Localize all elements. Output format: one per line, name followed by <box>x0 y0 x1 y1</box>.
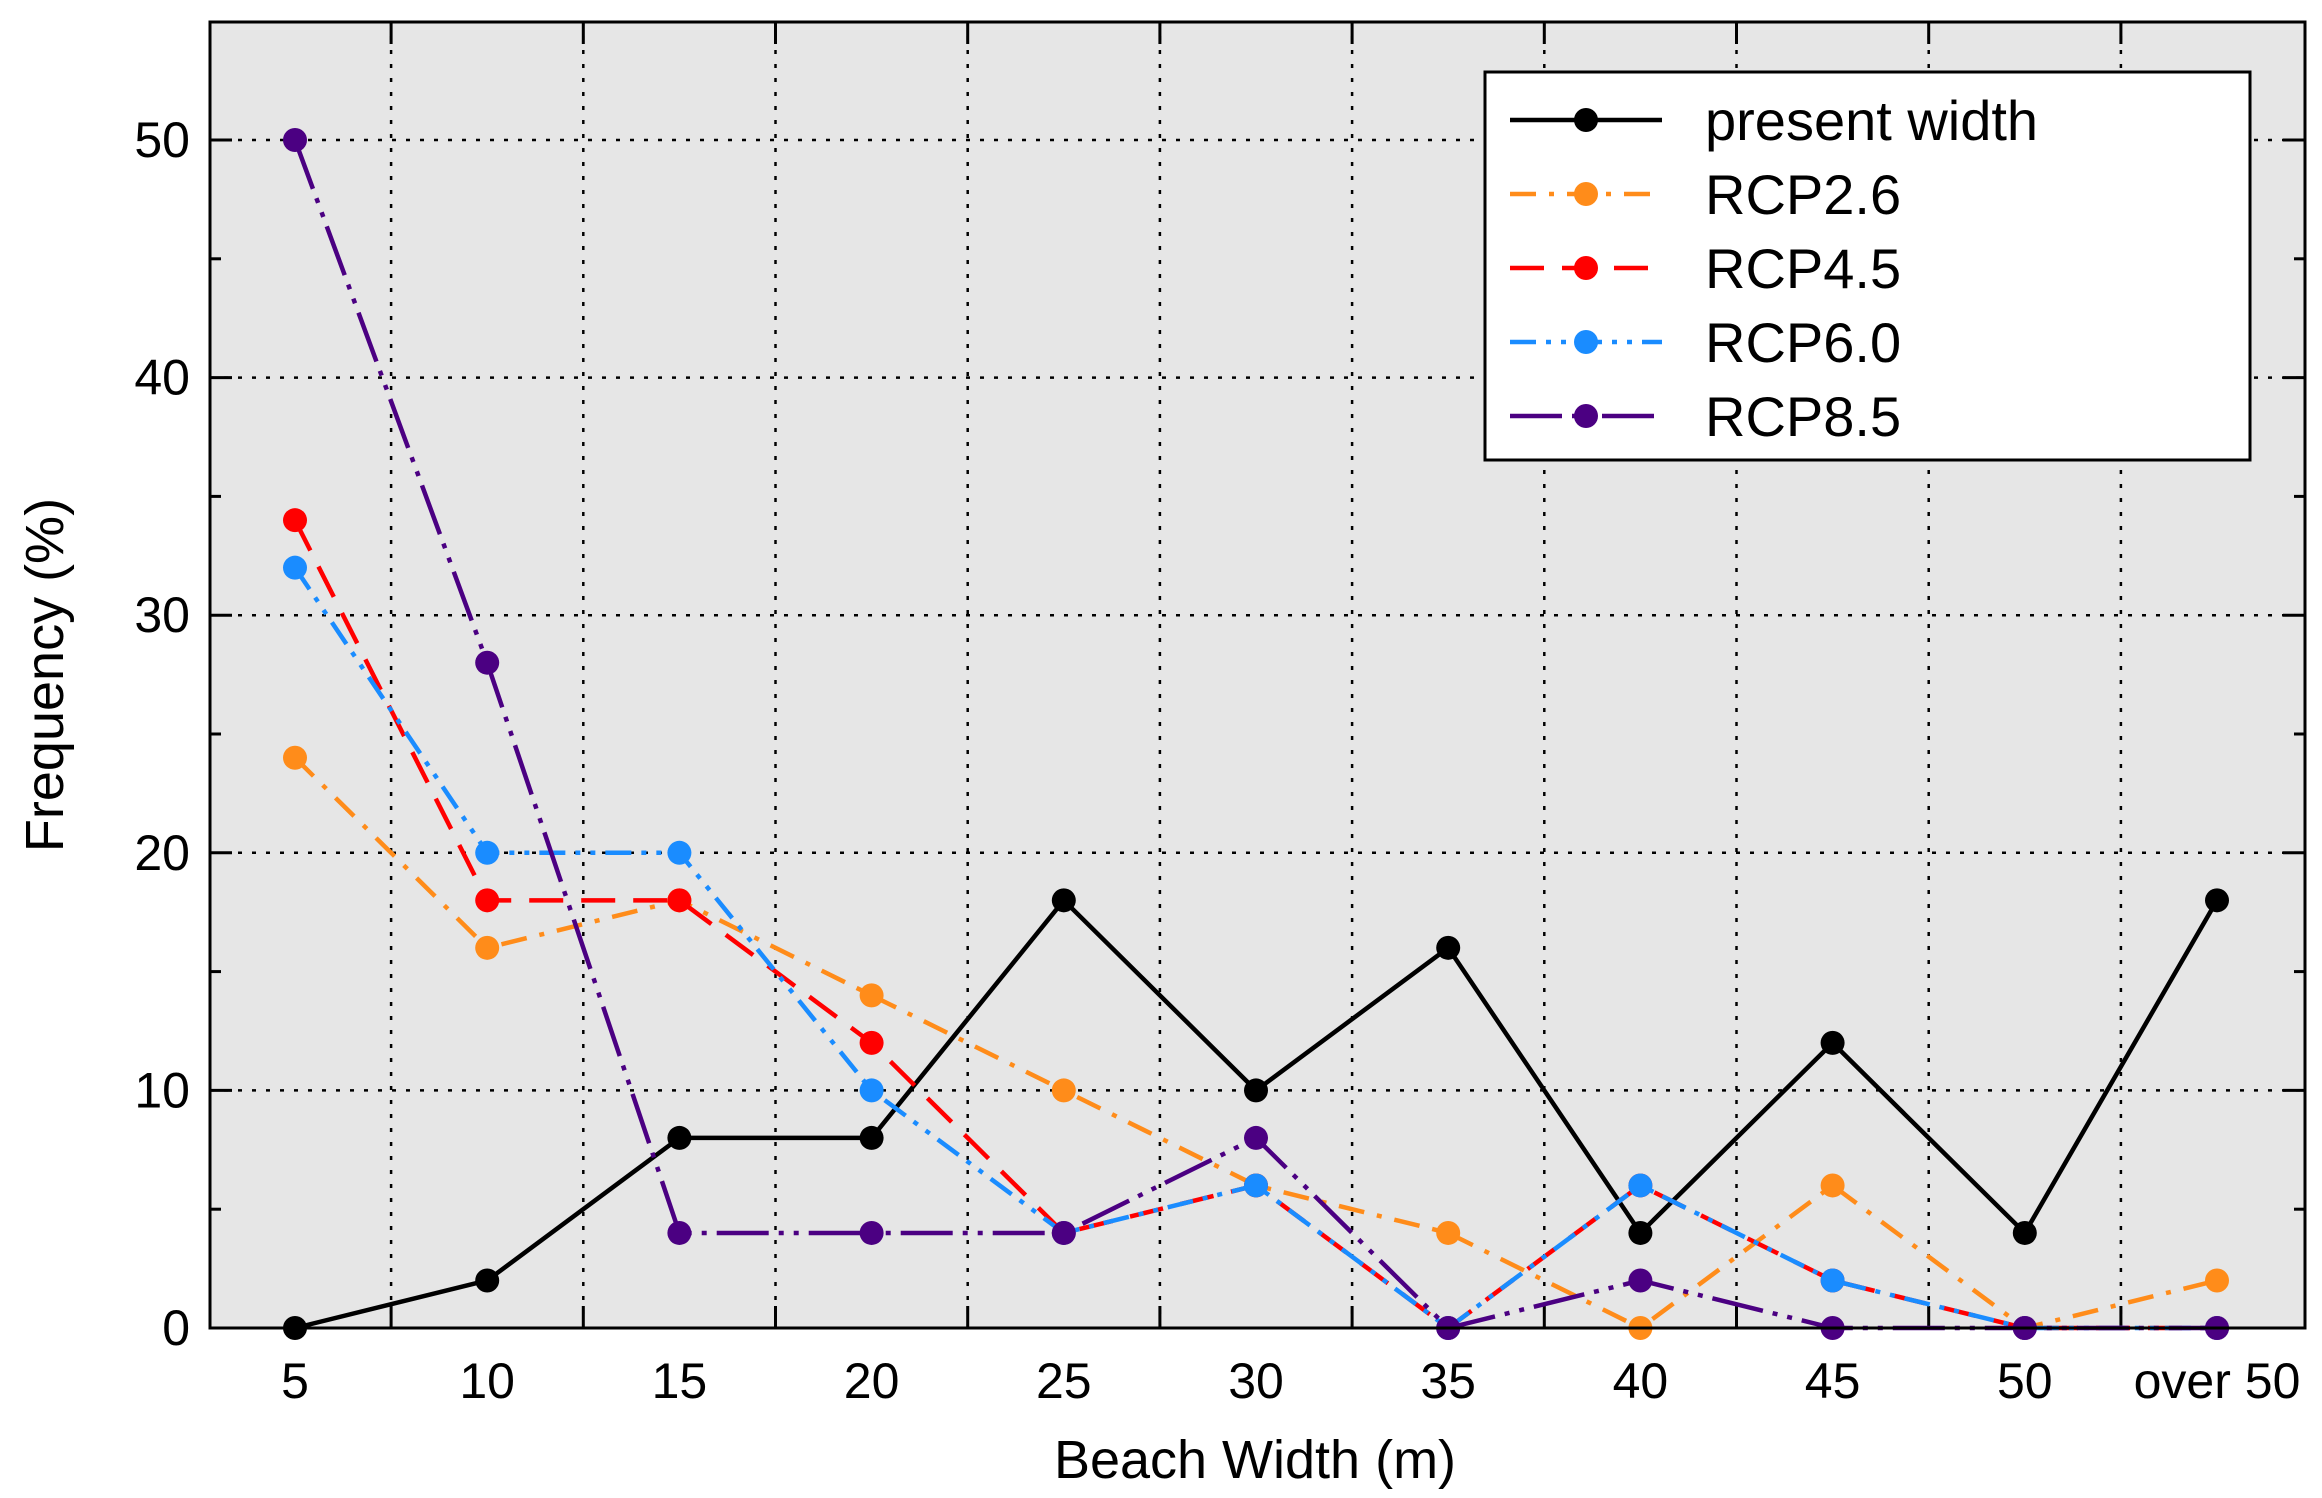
data-point <box>859 1220 884 1245</box>
data-point <box>1820 1030 1845 1055</box>
data-point <box>475 1268 500 1293</box>
y-axis-title: Frequency (%) <box>15 498 75 852</box>
x-tick-label: 15 <box>652 1353 708 1409</box>
legend-marker <box>1574 330 1598 354</box>
legend-item: RCP4.5 <box>1510 237 1901 300</box>
data-point <box>859 983 884 1008</box>
x-tick-label: over 50 <box>2134 1353 2301 1409</box>
data-point <box>1628 1173 1653 1198</box>
data-point <box>283 508 307 533</box>
y-tick-label: 0 <box>162 1300 190 1356</box>
legend: present width RCP2.6 RCP4.5 RCP6.0 RCP8.5 <box>1483 70 2252 462</box>
data-point <box>1820 1173 1845 1198</box>
x-tick-label: 40 <box>1613 1353 1669 1409</box>
legend-marker <box>1574 256 1598 280</box>
data-point <box>1051 1078 1076 1103</box>
data-point <box>667 840 692 865</box>
series-layer <box>283 128 2229 1340</box>
series-line <box>293 756 2218 1331</box>
legend-marker <box>1574 404 1598 428</box>
data-point <box>1244 1078 1268 1103</box>
y-tick-label: 10 <box>134 1062 190 1118</box>
x-tick-label: 25 <box>1036 1353 1092 1409</box>
legend-label: RCP2.6 <box>1705 163 1901 226</box>
data-point <box>1628 1220 1653 1245</box>
x-axis-title: Beach Width (m) <box>1054 1430 1456 1490</box>
legend-box <box>1483 70 2252 462</box>
data-point <box>1436 935 1461 960</box>
legend-marker <box>1574 108 1598 132</box>
x-tick-label: 30 <box>1228 1353 1284 1409</box>
data-point <box>1244 1125 1268 1150</box>
legend-label: RCP6.0 <box>1705 311 1901 374</box>
y-tick-label: 40 <box>134 350 190 406</box>
data-point <box>1051 888 1076 913</box>
data-point <box>283 555 307 580</box>
y-tick-label: 30 <box>134 587 190 643</box>
x-tick-label: 45 <box>1805 1353 1861 1409</box>
data-point <box>1244 1173 1268 1198</box>
x-tick-label: 50 <box>1997 1353 2053 1409</box>
plot-frame <box>208 20 2307 1330</box>
data-point <box>2205 1268 2229 1293</box>
data-point <box>1051 1220 1076 1245</box>
legend-label: RCP8.5 <box>1705 385 1901 448</box>
legend-item: RCP8.5 <box>1510 385 1901 448</box>
data-point <box>1436 1220 1461 1245</box>
data-point <box>859 1078 884 1103</box>
y-tick-label: 50 <box>134 112 190 168</box>
x-tick-label: 10 <box>459 1353 515 1409</box>
data-point <box>475 650 500 675</box>
data-point <box>2012 1220 2037 1245</box>
legend-marker <box>1574 182 1598 206</box>
y-tick-label: 20 <box>134 825 190 881</box>
x-tick-label: 20 <box>844 1353 900 1409</box>
legend-label: present width <box>1705 89 2038 152</box>
data-point <box>283 128 307 152</box>
data-point <box>475 888 500 913</box>
data-point <box>475 935 500 960</box>
data-point <box>283 745 307 770</box>
data-point <box>1628 1268 1653 1293</box>
legend-item: present width <box>1510 89 2038 152</box>
x-tick-label: 5 <box>281 1353 309 1409</box>
x-tick-label: 35 <box>1420 1353 1476 1409</box>
legend-item: RCP6.0 <box>1510 311 1901 374</box>
legend-label: RCP4.5 <box>1705 237 1901 300</box>
data-point <box>2205 888 2229 913</box>
data-point <box>667 888 692 913</box>
data-point <box>667 1220 692 1245</box>
legend-item: RCP2.6 <box>1510 163 1901 226</box>
data-point <box>1820 1268 1845 1293</box>
data-point <box>667 1125 692 1150</box>
data-point <box>859 1030 884 1055</box>
data-point <box>859 1125 884 1150</box>
series-present-width <box>283 888 2229 1340</box>
data-point <box>475 840 500 865</box>
tick-labels: 0 10 20 30 40 50 5 10 15 20 25 30 35 40 45 50 over 50 <box>134 112 2300 1409</box>
